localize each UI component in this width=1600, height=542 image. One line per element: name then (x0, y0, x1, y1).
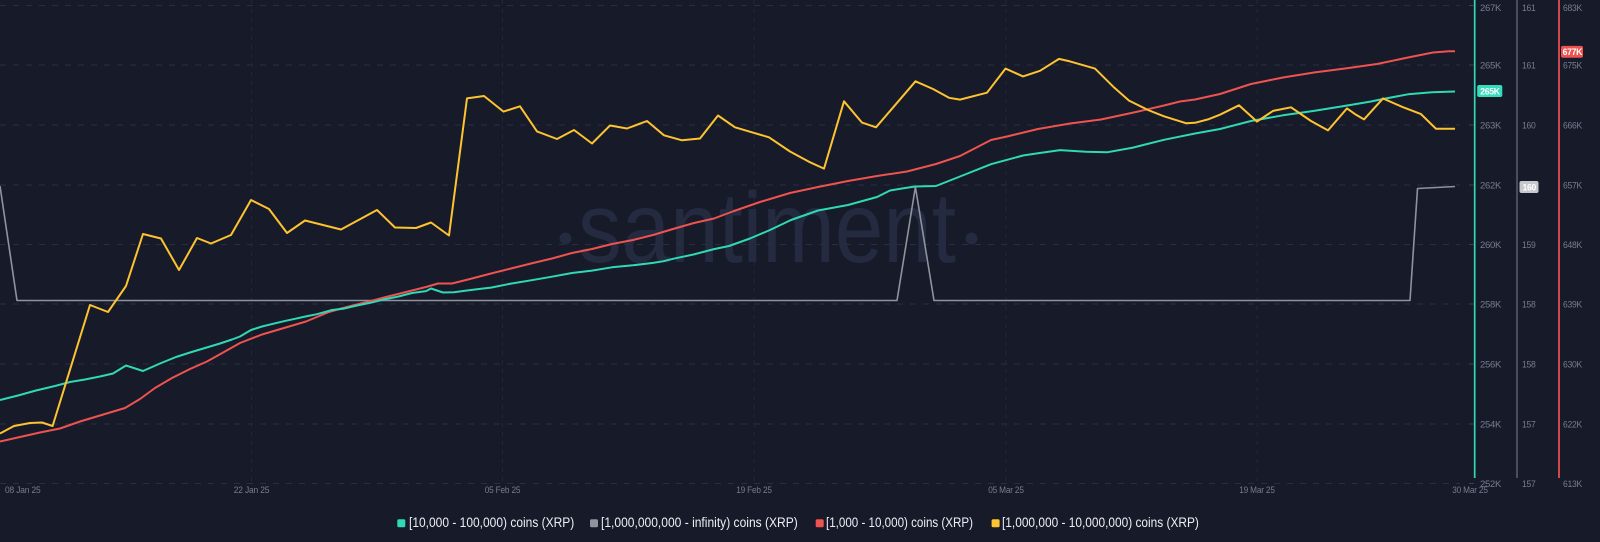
svg-text:158: 158 (1522, 360, 1536, 371)
svg-text:[10,000 - 100,000) coins (XRP): [10,000 - 100,000) coins (XRP) (409, 515, 574, 530)
svg-text:677K: 677K (1563, 47, 1583, 58)
svg-text:[1,000,000 - 10,000,000) coins: [1,000,000 - 10,000,000) coins (XRP) (1002, 515, 1199, 530)
svg-text:161: 161 (1522, 3, 1536, 14)
svg-text:159: 159 (1522, 240, 1536, 251)
svg-text:05 Feb 25: 05 Feb 25 (485, 485, 521, 496)
svg-text:657K: 657K (1563, 181, 1583, 192)
svg-text:613K: 613K (1563, 479, 1583, 490)
svg-text:160: 160 (1523, 183, 1537, 194)
svg-text:258K: 258K (1480, 300, 1502, 311)
svg-text:22 Jan 25: 22 Jan 25 (234, 485, 270, 496)
svg-text:675K: 675K (1563, 61, 1583, 72)
svg-text:160: 160 (1522, 121, 1536, 132)
svg-text:265K: 265K (1480, 87, 1500, 98)
svg-text:265K: 265K (1480, 61, 1502, 72)
svg-text:[1,000 - 10,000) coins (XRP): [1,000 - 10,000) coins (XRP) (826, 515, 973, 530)
svg-text:157: 157 (1522, 420, 1536, 431)
svg-text:622K: 622K (1563, 420, 1583, 431)
svg-text:254K: 254K (1480, 420, 1502, 431)
svg-text:08 Jan 25: 08 Jan 25 (5, 485, 41, 496)
svg-text:158: 158 (1522, 300, 1536, 311)
svg-text:267K: 267K (1480, 3, 1502, 14)
svg-text:666K: 666K (1563, 121, 1583, 132)
svg-text:161: 161 (1522, 61, 1536, 72)
svg-text:262K: 262K (1480, 181, 1502, 192)
svg-text:05 Mar 25: 05 Mar 25 (988, 485, 1024, 496)
svg-text:648K: 648K (1563, 240, 1583, 251)
svg-text:[1,000,000,000 - infinity) coi: [1,000,000,000 - infinity) coins (XRP) (601, 515, 798, 530)
svg-text:630K: 630K (1563, 360, 1583, 371)
svg-text:19 Mar 25: 19 Mar 25 (1239, 485, 1275, 496)
svg-text:256K: 256K (1480, 360, 1502, 371)
svg-text:639K: 639K (1563, 300, 1583, 311)
svg-text:157: 157 (1522, 479, 1536, 490)
svg-text:260K: 260K (1480, 240, 1502, 251)
svg-text:30 Mar 25: 30 Mar 25 (1452, 485, 1488, 496)
svg-text:683K: 683K (1563, 3, 1583, 14)
svg-text:19 Feb 25: 19 Feb 25 (736, 485, 772, 496)
svg-text:252K: 252K (1480, 479, 1502, 490)
svg-text:263K: 263K (1480, 121, 1502, 132)
